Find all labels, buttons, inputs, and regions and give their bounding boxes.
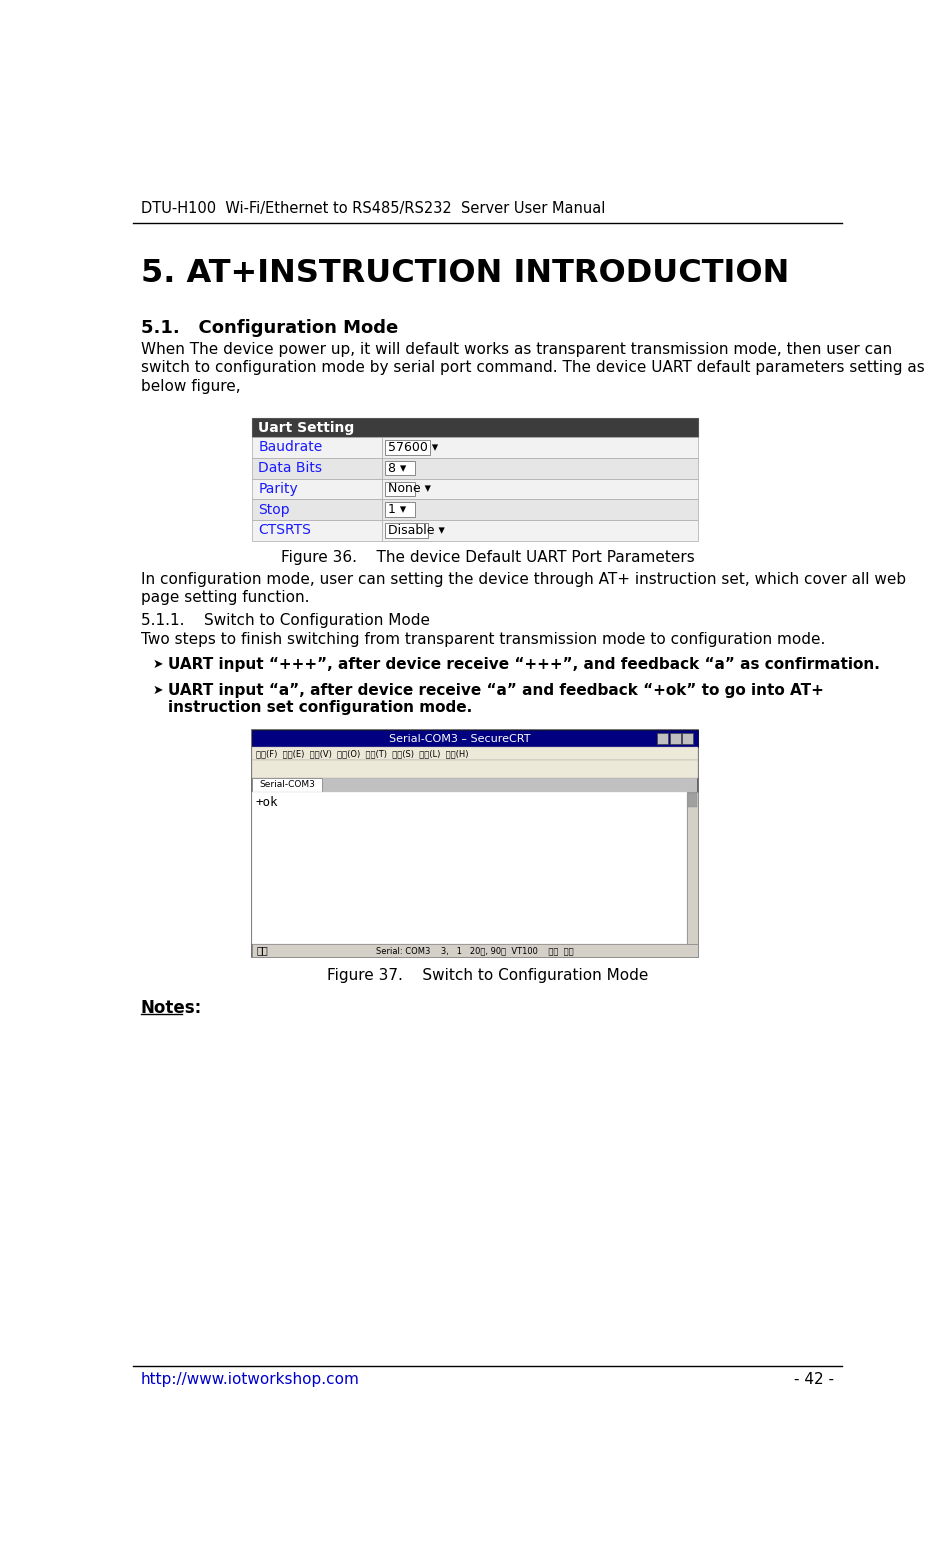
FancyBboxPatch shape (252, 778, 322, 792)
Text: 8 ▾: 8 ▾ (388, 462, 406, 475)
Text: instruction set configuration mode.: instruction set configuration mode. (168, 700, 473, 715)
Text: Figure 37.    Switch to Configuration Mode: Figure 37. Switch to Configuration Mode (327, 968, 648, 984)
Text: Uart Setting: Uart Setting (258, 420, 354, 434)
Text: Notes:: Notes: (141, 1000, 202, 1017)
FancyBboxPatch shape (385, 481, 415, 497)
Text: 5.1.1.    Switch to Configuration Mode: 5.1.1. Switch to Configuration Mode (141, 614, 430, 628)
Text: Parity: Parity (259, 483, 298, 495)
Text: CTSRTS: CTSRTS (259, 523, 311, 537)
Text: 57600 ▾: 57600 ▾ (388, 440, 437, 455)
Text: 5.1.   Configuration Mode: 5.1. Configuration Mode (141, 319, 398, 336)
FancyBboxPatch shape (382, 437, 698, 458)
FancyBboxPatch shape (252, 500, 382, 520)
FancyBboxPatch shape (252, 792, 687, 943)
FancyBboxPatch shape (382, 500, 698, 520)
Text: Data Bits: Data Bits (259, 461, 322, 475)
Text: UART input “a”, after device receive “a” and feedback “+ok” to go into AT+: UART input “a”, after device receive “a”… (168, 683, 825, 698)
FancyBboxPatch shape (687, 792, 698, 943)
Text: Figure 36.    The device Default UART Port Parameters: Figure 36. The device Default UART Port … (281, 550, 694, 565)
Text: DTU-H100  Wi-Fi/Ethernet to RS485/RS232  Server User Manual: DTU-H100 Wi-Fi/Ethernet to RS485/RS232 S… (141, 201, 605, 217)
Text: 5. AT+INSTRUCTION INTRODUCTION: 5. AT+INSTRUCTION INTRODUCTION (141, 258, 789, 289)
FancyBboxPatch shape (252, 520, 382, 540)
Text: None ▾: None ▾ (388, 483, 431, 495)
Text: Serial: COM3    3,   1   20行, 90列  VT100    大写  数字: Serial: COM3 3, 1 20行, 90列 VT100 大写 数字 (377, 947, 573, 954)
Text: ➤: ➤ (153, 684, 164, 697)
FancyBboxPatch shape (385, 440, 431, 455)
Text: +ok: +ok (255, 797, 278, 809)
Text: Stop: Stop (259, 503, 290, 517)
FancyBboxPatch shape (385, 503, 415, 517)
Text: http://www.iotworkshop.com: http://www.iotworkshop.com (141, 1371, 359, 1387)
FancyBboxPatch shape (657, 734, 669, 744)
FancyBboxPatch shape (252, 747, 698, 759)
FancyBboxPatch shape (252, 731, 698, 747)
Text: 就绪: 就绪 (256, 945, 268, 956)
FancyBboxPatch shape (382, 458, 698, 478)
FancyBboxPatch shape (252, 419, 698, 437)
FancyBboxPatch shape (252, 458, 382, 478)
Text: When The device power up, it will default works as transparent transmission mode: When The device power up, it will defaul… (141, 342, 892, 356)
FancyBboxPatch shape (382, 478, 698, 500)
FancyBboxPatch shape (252, 478, 382, 500)
Text: In configuration mode, user can setting the device through AT+ instruction set, : In configuration mode, user can setting … (141, 572, 905, 587)
FancyBboxPatch shape (252, 437, 382, 458)
Text: page setting function.: page setting function. (141, 589, 309, 604)
Text: Two steps to finish switching from transparent transmission mode to configuratio: Two steps to finish switching from trans… (141, 633, 825, 647)
Text: Disable ▾: Disable ▾ (388, 523, 444, 537)
FancyBboxPatch shape (682, 734, 693, 744)
Text: 文件(F)  编辑(E)  查看(V)  选项(O)  传输(T)  脚本(S)  工具(L)  帮助(H): 文件(F) 编辑(E) 查看(V) 选项(O) 传输(T) 脚本(S) 工具(L… (256, 748, 469, 758)
FancyBboxPatch shape (385, 461, 415, 475)
Text: below figure,: below figure, (141, 378, 241, 394)
FancyBboxPatch shape (382, 520, 698, 540)
FancyBboxPatch shape (252, 943, 698, 958)
FancyBboxPatch shape (670, 734, 681, 744)
Text: UART input “+++”, after device receive “+++”, and feedback “a” as confirmation.: UART input “+++”, after device receive “… (168, 656, 881, 672)
Text: switch to configuration mode by serial port command. The device UART default par: switch to configuration mode by serial p… (141, 361, 924, 375)
Text: 1 ▾: 1 ▾ (388, 503, 406, 515)
FancyBboxPatch shape (252, 759, 698, 778)
Text: - 42 -: - 42 - (794, 1371, 834, 1387)
Text: Serial-COM3 – SecureCRT: Serial-COM3 – SecureCRT (389, 734, 531, 744)
FancyBboxPatch shape (252, 731, 698, 958)
FancyBboxPatch shape (688, 793, 697, 808)
Text: ➤: ➤ (153, 658, 164, 670)
Text: Serial-COM3: Serial-COM3 (259, 781, 315, 789)
Text: Baudrate: Baudrate (259, 440, 322, 455)
FancyBboxPatch shape (385, 523, 428, 537)
